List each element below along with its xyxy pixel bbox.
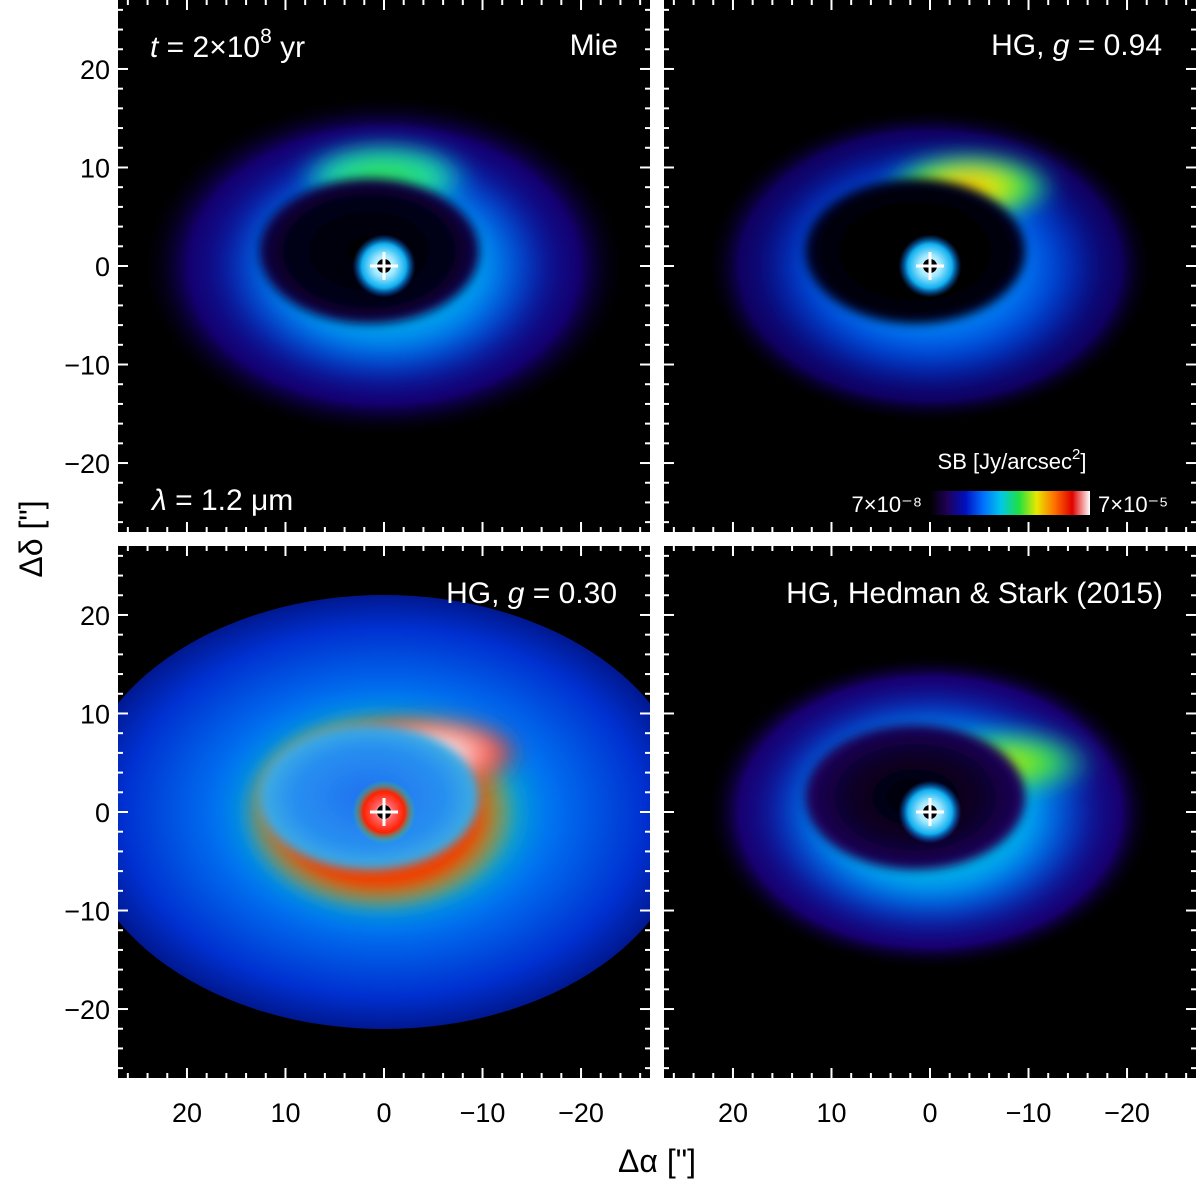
y-tick-label: −20 bbox=[64, 449, 110, 479]
colorbar-label: SB [Jy/arcsec2] bbox=[938, 446, 1087, 474]
y-tick-label: −10 bbox=[64, 897, 110, 927]
panel-mie bbox=[118, 0, 650, 532]
y-tick-label: 20 bbox=[80, 55, 110, 85]
colorbar-min-label: 7×10⁻⁸ bbox=[852, 492, 922, 517]
x-tick-label: 20 bbox=[718, 1098, 748, 1128]
x-tick-label: 10 bbox=[816, 1098, 846, 1128]
panel-labels: t = 2×108 yr Mie λ = 1.2 μm HG, g = 0.94… bbox=[150, 25, 1163, 610]
y-tick-labels: 20 10 0 −10 −20 20 10 0 −10 −20 bbox=[64, 55, 110, 1025]
colorbar-bar bbox=[930, 491, 1090, 515]
x-tick-label: −10 bbox=[460, 1098, 506, 1128]
panel-label-hg030: HG, g = 0.30 bbox=[446, 577, 617, 610]
colorbar: SB [Jy/arcsec2] 7×10⁻⁸ 7×10⁻⁵ bbox=[852, 446, 1169, 517]
panel-label-wavelength: λ = 1.2 μm bbox=[150, 484, 293, 517]
panel-label-hs2015: HG, Hedman & Stark (2015) bbox=[786, 577, 1163, 610]
axis-ticks bbox=[118, 0, 1196, 1078]
panel-hg094 bbox=[664, 0, 1196, 532]
colorbar-max-label: 7×10⁻⁵ bbox=[1098, 492, 1168, 517]
x-axis-label: Δα ["] bbox=[618, 1143, 696, 1179]
panels bbox=[118, 0, 1196, 1078]
x-tick-label: 20 bbox=[172, 1098, 202, 1128]
x-tick-label: 10 bbox=[270, 1098, 300, 1128]
x-tick-label: −20 bbox=[558, 1098, 604, 1128]
panel-label-hg094: HG, g = 0.94 bbox=[991, 29, 1162, 62]
y-tick-label: −20 bbox=[64, 995, 110, 1025]
panel-hg030 bbox=[118, 546, 650, 1078]
x-tick-labels: 20 10 0 −10 −20 20 10 0 −10 −20 bbox=[172, 1098, 1150, 1128]
y-tick-label: 0 bbox=[95, 798, 110, 828]
panel-label-mie: Mie bbox=[570, 29, 618, 62]
panel-label-time: t = 2×108 yr bbox=[150, 25, 305, 64]
y-tick-label: −10 bbox=[64, 351, 110, 381]
y-tick-label: 0 bbox=[95, 252, 110, 282]
x-tick-label: −10 bbox=[1006, 1098, 1052, 1128]
y-tick-label: 20 bbox=[80, 601, 110, 631]
x-tick-label: 0 bbox=[376, 1098, 391, 1128]
x-tick-label: 0 bbox=[922, 1098, 937, 1128]
panel-hs2015 bbox=[664, 546, 1196, 1078]
y-tick-label: 10 bbox=[80, 699, 110, 729]
x-tick-label: −20 bbox=[1104, 1098, 1150, 1128]
y-tick-label: 10 bbox=[80, 153, 110, 183]
y-axis-label: Δδ ["] bbox=[13, 500, 49, 577]
